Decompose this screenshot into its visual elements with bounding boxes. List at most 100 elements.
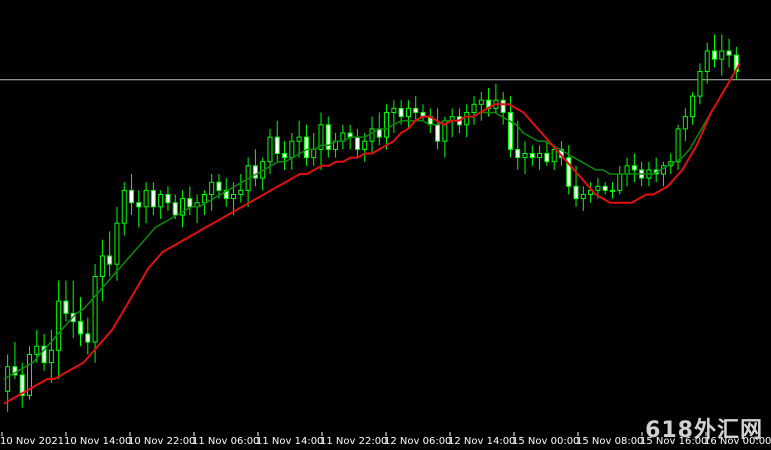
candle-body xyxy=(624,165,630,175)
candle-body xyxy=(99,255,105,277)
candle-body xyxy=(48,349,54,364)
candle xyxy=(711,34,717,68)
candle-body xyxy=(209,181,215,195)
candle xyxy=(238,174,244,203)
candle-body xyxy=(121,189,127,224)
candle-body xyxy=(318,124,324,150)
x-tick-label: 15 Nov 08:00 xyxy=(576,436,643,447)
candle xyxy=(704,42,710,84)
candle-body xyxy=(719,50,725,60)
candle-body xyxy=(711,50,717,60)
candle xyxy=(216,174,222,199)
candle-body xyxy=(296,136,302,142)
ma-fast-line xyxy=(3,62,741,380)
candle xyxy=(369,116,375,154)
candle-body xyxy=(551,148,557,163)
watermark: 618外汇网 xyxy=(645,418,763,443)
candle xyxy=(165,186,171,211)
candle xyxy=(92,264,98,363)
candle xyxy=(78,297,84,347)
x-tick-label: 12 Nov 14:00 xyxy=(448,436,515,447)
x-tick-label: 12 Nov 06:00 xyxy=(384,436,451,447)
candle-body xyxy=(464,112,470,126)
candle xyxy=(85,317,91,355)
candle-body xyxy=(609,189,615,192)
candle-body xyxy=(27,353,33,396)
candle-body xyxy=(78,321,84,335)
candle xyxy=(529,145,535,166)
candle-body xyxy=(5,366,11,392)
candle-body xyxy=(384,112,390,138)
candle-body xyxy=(267,136,273,163)
candle-body xyxy=(682,116,688,130)
candle xyxy=(63,280,69,322)
x-tick-label: 11 Nov 14:00 xyxy=(256,436,323,447)
candle-body xyxy=(544,153,550,163)
candle-body xyxy=(522,153,528,159)
candle xyxy=(56,280,62,379)
candle-body xyxy=(617,173,623,191)
candle-body xyxy=(697,71,703,97)
candle xyxy=(41,333,47,371)
candle-body xyxy=(165,194,171,204)
candle xyxy=(143,182,149,224)
candle-body xyxy=(129,189,135,204)
candle xyxy=(107,231,113,277)
candle xyxy=(121,182,127,236)
candle-body xyxy=(231,194,237,200)
candle-body xyxy=(435,124,441,142)
candle xyxy=(580,186,586,211)
x-tick-label: 16 Nov 00:00 xyxy=(704,436,771,447)
candle xyxy=(631,153,637,183)
candle-body xyxy=(150,189,156,208)
candle xyxy=(48,329,54,384)
candle-body xyxy=(413,107,419,114)
candle xyxy=(19,362,25,408)
candle xyxy=(522,141,528,174)
candle-body xyxy=(515,148,521,159)
candle-body xyxy=(726,50,732,56)
candle xyxy=(602,182,608,195)
candle xyxy=(609,182,615,199)
candle xyxy=(384,104,390,150)
candle-body xyxy=(704,50,710,72)
candle-body xyxy=(580,194,586,200)
candle xyxy=(464,104,470,138)
candle-body xyxy=(529,153,535,159)
candle xyxy=(296,120,302,158)
candle xyxy=(158,190,164,220)
candle-body xyxy=(180,198,186,216)
candle-body xyxy=(19,374,25,396)
candle xyxy=(318,112,324,170)
candle xyxy=(201,190,207,215)
candle-body xyxy=(289,140,295,159)
candle-body xyxy=(187,198,193,208)
candle xyxy=(129,174,135,215)
candle xyxy=(726,38,732,68)
candle-body xyxy=(172,202,178,216)
candle-body xyxy=(274,136,280,155)
ma-slow-line xyxy=(3,62,741,405)
candle-body xyxy=(354,136,360,150)
candles-layer xyxy=(5,34,739,412)
candle-body xyxy=(325,124,331,150)
candle-body xyxy=(471,103,477,114)
candle xyxy=(566,145,572,195)
candle xyxy=(99,239,105,302)
candle xyxy=(282,141,288,170)
candle-body xyxy=(107,255,113,265)
candle xyxy=(405,100,411,129)
candle-body xyxy=(136,202,142,208)
candle xyxy=(690,92,696,125)
candle-body xyxy=(398,107,404,118)
candle xyxy=(391,100,397,133)
candle-body xyxy=(92,276,98,343)
x-tick-label: 11 Nov 22:00 xyxy=(320,436,387,447)
candle-body xyxy=(34,345,40,355)
candle-body xyxy=(391,107,397,114)
candle-body xyxy=(478,99,484,105)
candle-body xyxy=(252,165,258,179)
candle xyxy=(180,190,186,228)
candle-body xyxy=(41,345,47,364)
candle xyxy=(413,96,419,121)
